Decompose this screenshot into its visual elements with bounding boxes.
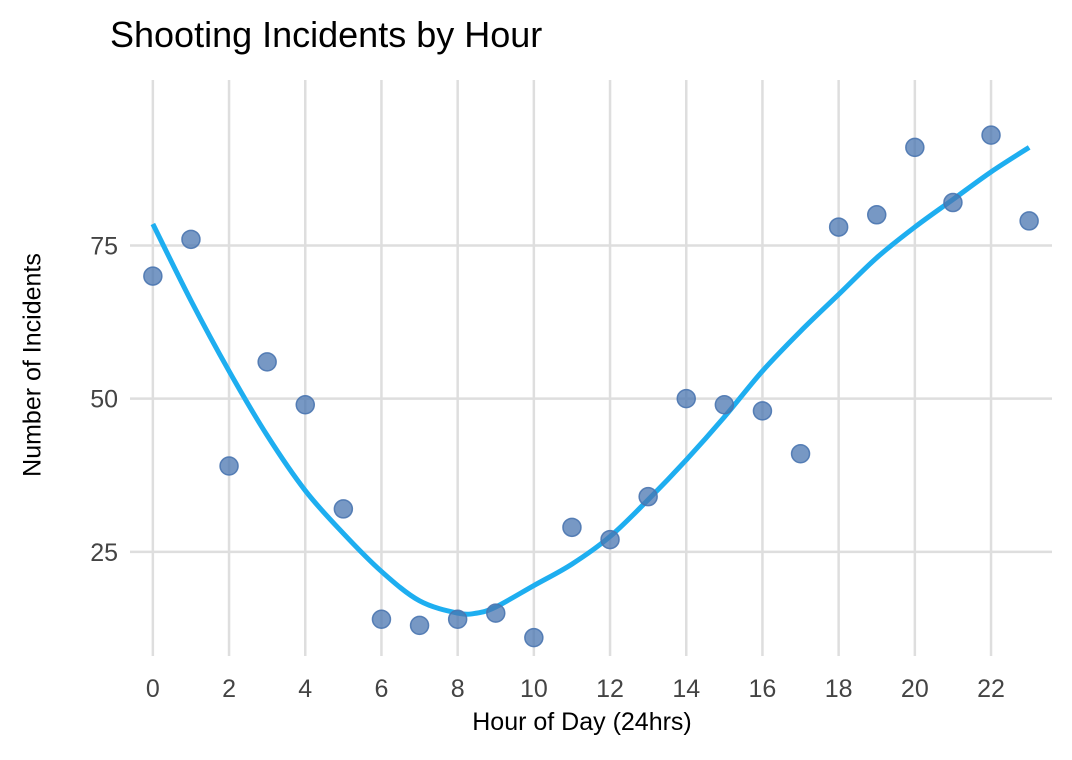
data-point	[447, 609, 468, 629]
data-point	[219, 456, 239, 476]
data-point	[333, 499, 354, 519]
data-point	[981, 125, 1001, 145]
data-point	[486, 603, 506, 623]
x-tick-label: 0	[146, 675, 160, 703]
data-point	[143, 266, 163, 286]
data-point	[600, 529, 620, 550]
x-tick-label: 4	[298, 675, 312, 703]
x-tick-labels: 0 2 4 6 8 10 12 14 16 18 20 22	[146, 675, 1005, 703]
data-point	[295, 395, 316, 415]
x-tick-label: 6	[375, 675, 389, 703]
x-tick-label: 18	[825, 675, 853, 703]
smooth-trend-line	[150, 145, 1031, 617]
x-tick-label: 20	[901, 675, 929, 703]
x-tick-label: 2	[222, 675, 236, 703]
x-tick-label: 22	[977, 675, 1005, 703]
data-point	[1019, 211, 1039, 231]
y-tick-labels: 25 50 75	[90, 232, 118, 566]
data-point	[562, 517, 582, 538]
data-point	[181, 229, 201, 250]
smooth-line-layer	[150, 145, 1031, 617]
data-point	[866, 205, 887, 225]
data-point	[257, 352, 277, 372]
grid-lines	[130, 80, 1052, 656]
data-point	[676, 388, 696, 409]
data-points	[143, 125, 1039, 648]
x-tick-label: 8	[451, 675, 465, 703]
x-tick-label: 14	[672, 675, 700, 703]
x-tick-label: 10	[520, 675, 548, 703]
x-axis-label: Hour of Day (24hrs)	[472, 708, 692, 736]
data-point	[828, 217, 849, 237]
data-point	[905, 137, 925, 158]
y-tick-label: 25	[90, 539, 118, 567]
data-point	[371, 609, 392, 629]
data-point	[752, 401, 773, 421]
data-point	[943, 192, 963, 213]
data-point	[409, 615, 430, 636]
y-tick-label: 75	[90, 232, 118, 260]
data-point	[790, 444, 811, 464]
chart-title: Shooting Incidents by Hour	[110, 14, 543, 55]
x-tick-label: 12	[596, 675, 624, 703]
x-tick-label: 16	[749, 675, 777, 703]
data-point	[524, 627, 544, 648]
data-point	[714, 395, 735, 415]
y-tick-label: 50	[90, 386, 118, 414]
data-point	[638, 486, 658, 507]
